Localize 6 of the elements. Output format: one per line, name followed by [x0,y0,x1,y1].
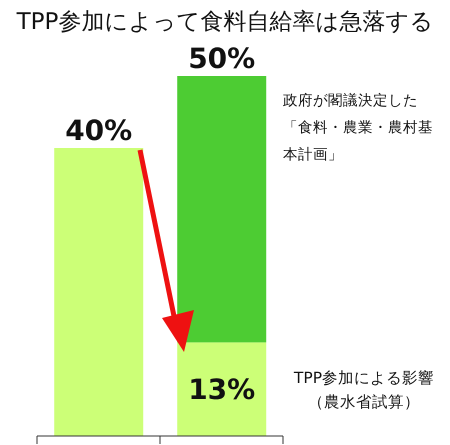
data-label: 40% [65,114,132,147]
total-label: 50% [188,42,256,75]
text: TPP参加による影響（農水省試算） [292,368,436,413]
annotation: 政府が閣議決定した「食料・農業・農村基本計画」 [283,92,434,165]
data-label: 13% [188,373,256,406]
chart-title: TPP参加によって食料自給率は急落する [16,8,434,37]
